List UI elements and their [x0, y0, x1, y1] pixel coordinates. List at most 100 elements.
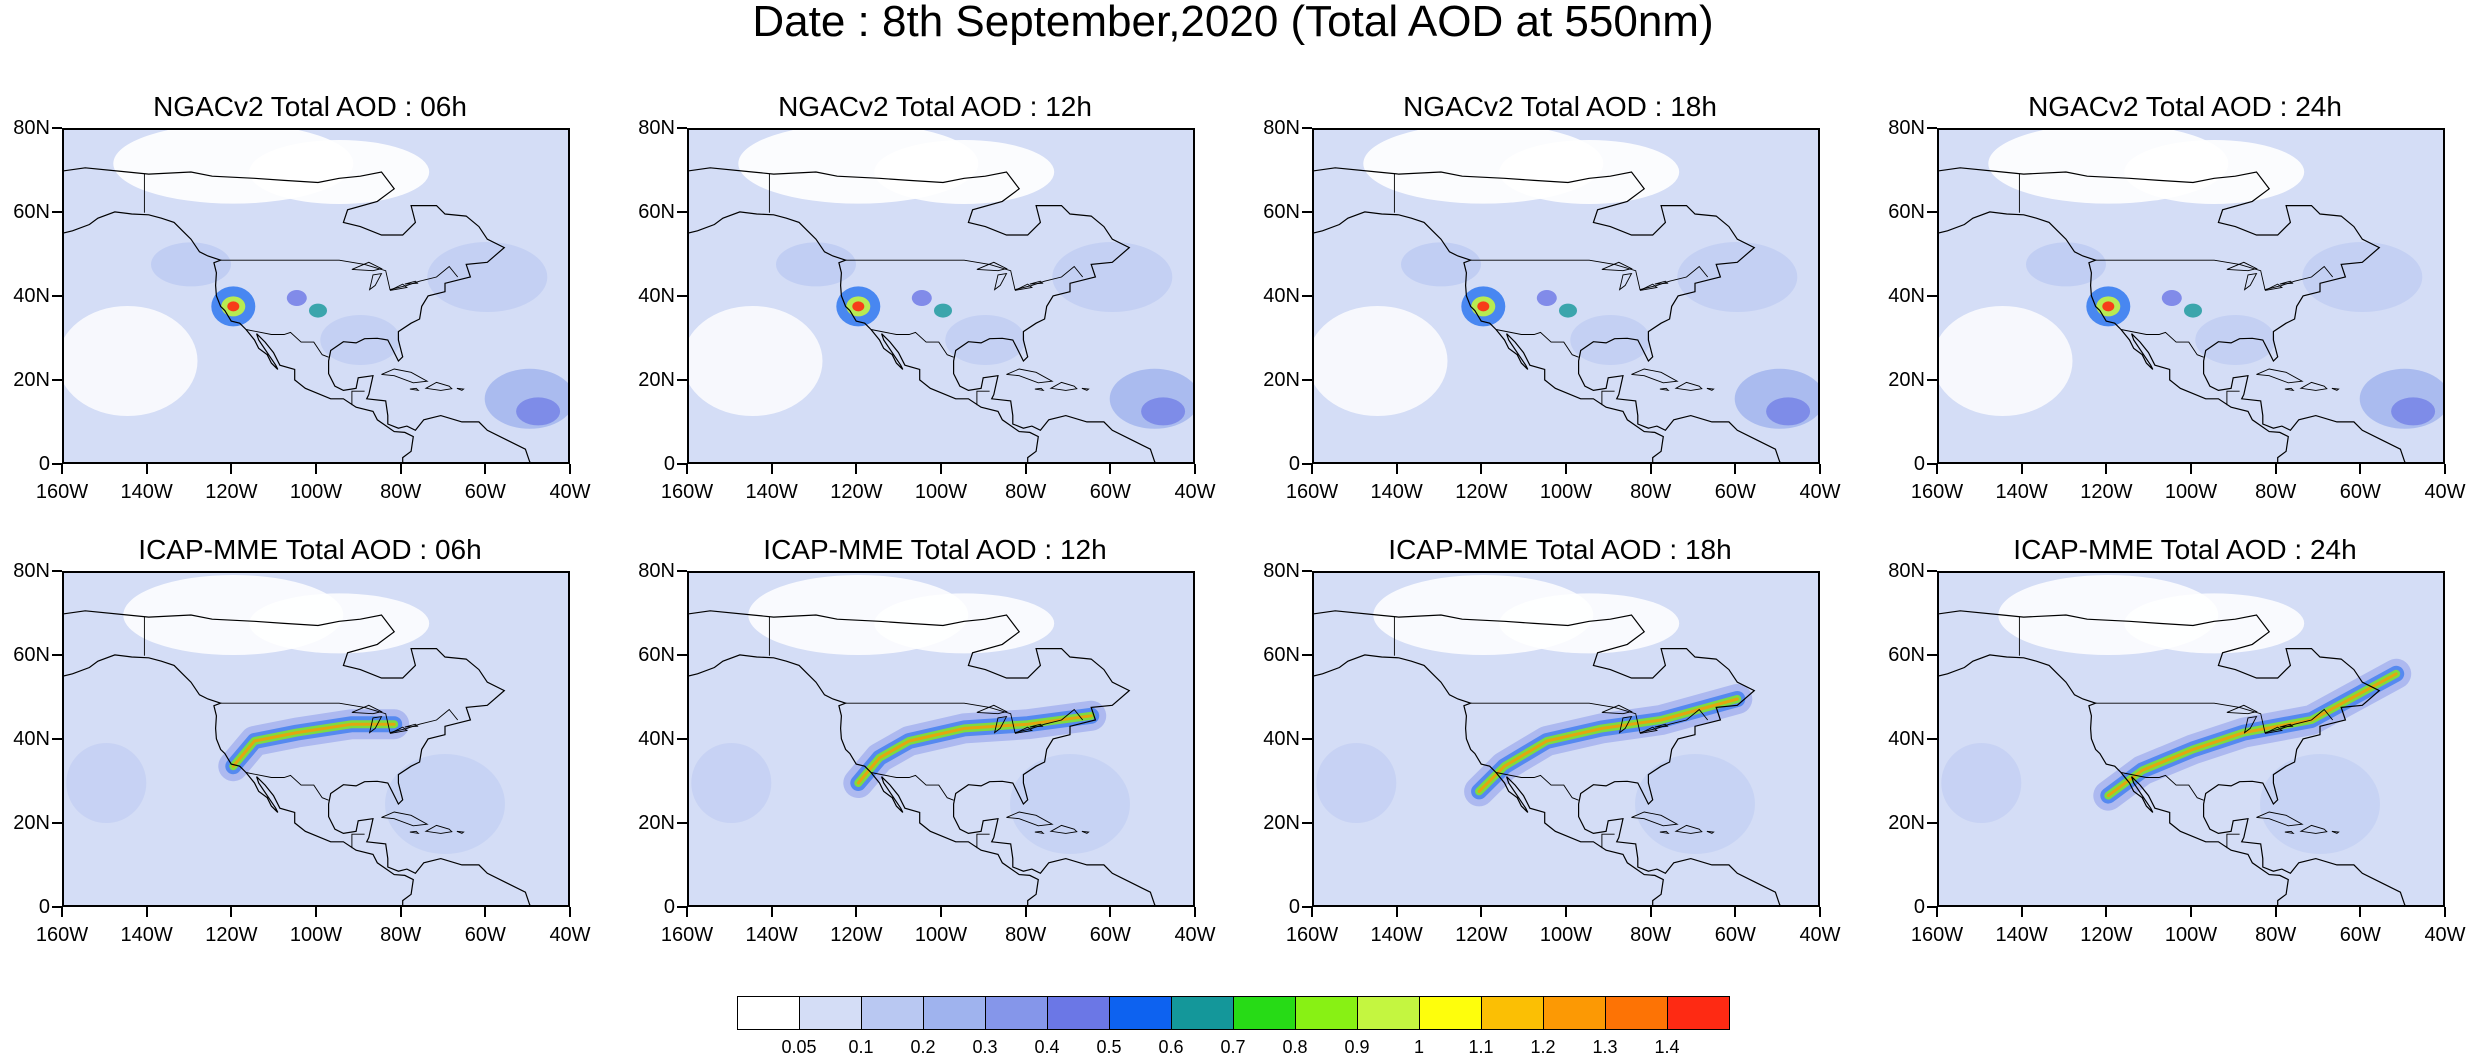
lon-tick	[770, 907, 773, 917]
map-frame	[1937, 128, 2445, 464]
lon-tick	[399, 907, 402, 917]
lon-label: 120W	[205, 481, 258, 503]
lon-label: 80W	[380, 481, 422, 503]
lon-label: 80W	[380, 924, 422, 946]
lon-label: 120W	[2080, 481, 2133, 503]
lat-label: 80N	[1263, 117, 1300, 139]
lat-label: 20N	[1263, 369, 1300, 391]
lat-tick	[52, 822, 62, 824]
lon-label: 120W	[1455, 481, 1508, 503]
lat-tick	[1302, 379, 1312, 381]
map-panel: NGACv2 Total AOD : 12h 80N 60N 40N 20N 0 160W 1…	[625, 92, 1245, 542]
lat-tick	[1927, 127, 1937, 129]
aod-field-map	[1939, 573, 2443, 905]
lon-tick	[1109, 907, 1112, 917]
lon-tick	[1194, 464, 1196, 474]
lat-label: 0	[1288, 896, 1300, 918]
lon-label: 60W	[464, 924, 506, 946]
colorbar-cell	[1481, 996, 1544, 1030]
lon-label: 140W	[745, 481, 798, 503]
map-frame	[62, 128, 570, 464]
lat-tick	[1927, 654, 1937, 656]
lon-label: 140W	[745, 924, 798, 946]
lat-tick	[1927, 570, 1937, 572]
panel-title: NGACv2 Total AOD : 18h	[1403, 91, 1717, 122]
panel-title: ICAP-MME Total AOD : 18h	[1388, 534, 1732, 565]
lat-label: 0	[663, 896, 675, 918]
lon-label: 60W	[2339, 924, 2381, 946]
lat-label: 60N	[13, 201, 50, 223]
lon-tick	[230, 907, 233, 917]
map-frame	[687, 128, 1195, 464]
lat-label: 80N	[13, 117, 50, 139]
lat-tick	[52, 906, 62, 908]
lon-tick	[1109, 464, 1112, 474]
lat-tick	[1927, 906, 1937, 908]
panel-title: NGACv2 Total AOD : 24h	[2028, 91, 2342, 122]
colorbar-cell	[1171, 996, 1234, 1030]
lon-tick	[1311, 907, 1313, 917]
colorbar-cell	[1605, 996, 1668, 1030]
lat-tick	[1927, 463, 1937, 465]
lat-label: 80N	[13, 560, 50, 582]
lon-label: 60W	[1714, 924, 1756, 946]
lon-label: 80W	[2255, 924, 2297, 946]
lon-label: 140W	[120, 481, 173, 503]
lat-tick	[1927, 379, 1937, 381]
map-frame	[62, 571, 570, 907]
lat-label: 60N	[638, 644, 675, 666]
lon-label: 80W	[1005, 481, 1047, 503]
lon-label: 100W	[914, 924, 968, 946]
lon-tick	[145, 907, 148, 917]
map-frame	[1312, 128, 1820, 464]
lat-label: 80N	[1888, 117, 1925, 139]
lon-tick	[484, 907, 487, 917]
lat-tick	[1927, 738, 1937, 740]
lon-tick	[1024, 907, 1027, 917]
lat-label: 20N	[13, 812, 50, 834]
lon-tick	[1565, 907, 1567, 917]
lat-tick	[1302, 211, 1312, 213]
map-panel: NGACv2 Total AOD : 24h 80N 60N 40N 20N 0 160W 1…	[1875, 92, 2466, 542]
lon-tick	[1395, 907, 1398, 917]
lat-tick	[677, 379, 687, 381]
lon-label: 60W	[1089, 924, 1131, 946]
lon-tick	[230, 464, 233, 474]
lat-tick	[677, 570, 687, 572]
map-panel: ICAP-MME Total AOD : 12h 80N 60N 40N 20N 0 160…	[625, 535, 1245, 985]
lon-label: 100W	[1539, 481, 1593, 503]
lat-label: 60N	[13, 644, 50, 666]
lon-label: 160W	[35, 481, 89, 503]
lat-tick	[1302, 570, 1312, 572]
lon-label: 80W	[1005, 924, 1047, 946]
lon-label: 40W	[2424, 924, 2466, 946]
lon-tick	[2274, 464, 2277, 474]
lon-label: 120W	[830, 924, 883, 946]
lat-label: 20N	[638, 369, 675, 391]
lon-tick	[61, 907, 63, 917]
panel-title: ICAP-MME Total AOD : 06h	[138, 534, 482, 565]
panel-title: NGACv2 Total AOD : 06h	[153, 91, 467, 122]
lat-tick	[52, 211, 62, 213]
aod-field-map	[689, 573, 1193, 905]
lon-label: 60W	[2339, 481, 2381, 503]
lat-label: 0	[663, 453, 675, 475]
lon-label: 40W	[1174, 481, 1216, 503]
lat-label: 0	[38, 896, 50, 918]
colorbar-tick-label: 0.3	[972, 1037, 998, 1057]
lon-label: 40W	[549, 924, 591, 946]
lon-label: 120W	[1455, 924, 1508, 946]
lat-tick	[1927, 211, 1937, 213]
lon-label: 80W	[1630, 924, 1672, 946]
lon-label: 120W	[2080, 924, 2133, 946]
lon-tick	[770, 464, 773, 474]
lon-tick	[1936, 907, 1938, 917]
colorbar-tick-label: 0.05	[781, 1037, 817, 1057]
lon-label: 80W	[1630, 481, 1672, 503]
colorbar-tick-label: 1	[1413, 1037, 1424, 1057]
lat-label: 20N	[13, 369, 50, 391]
lat-label: 60N	[1263, 201, 1300, 223]
map-panel: NGACv2 Total AOD : 06h 80N 60N 40N 20N 0 160W 1…	[0, 92, 620, 542]
colorbar-tick-label: 0.7	[1220, 1037, 1246, 1057]
lat-tick	[677, 822, 687, 824]
